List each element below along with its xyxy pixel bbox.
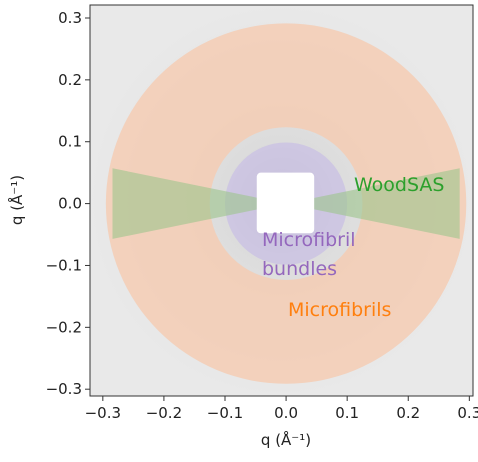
x-tick-label: 0.2 (396, 404, 420, 422)
y-tick-label: −0.3 (46, 380, 82, 398)
region-label: Microfibril (262, 229, 356, 251)
x-tick-label: −0.3 (85, 404, 121, 422)
x-tick-label: 0.3 (457, 404, 478, 422)
x-tick-label: −0.2 (146, 404, 182, 422)
x-tick-label: 0.0 (274, 404, 298, 422)
y-axis-label: q (Å⁻¹) (7, 175, 26, 225)
y-tick-label: 0.3 (58, 9, 82, 27)
y-tick-label: 0.1 (58, 133, 82, 151)
y-tick-label: 0.0 (58, 195, 82, 213)
y-tick-label: −0.1 (46, 256, 82, 274)
x-tick-label: −0.1 (207, 404, 243, 422)
beamstop (257, 173, 314, 234)
region-label: Microfibrils (288, 299, 391, 321)
x-tick-label: 0.1 (335, 404, 359, 422)
y-tick-label: 0.2 (58, 71, 82, 89)
regions (106, 23, 466, 383)
region-label: bundles (262, 258, 337, 280)
chart: −0.3 −0.2 −0.1 0.0 0.1 0.2 0.3 −0.3 −0.2 −0.1 0.0 0… (0, 0, 478, 458)
x-axis-label: q (Å⁻¹) (261, 430, 311, 449)
region-label: WoodSAS (354, 174, 444, 196)
y-tick-label: −0.2 (46, 318, 82, 336)
